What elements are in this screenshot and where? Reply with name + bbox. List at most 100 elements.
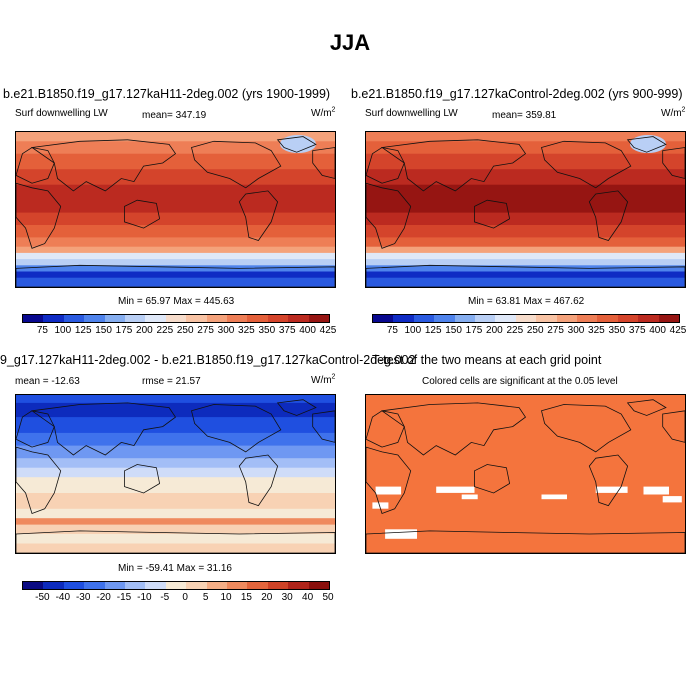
nonsignificant-cell xyxy=(385,529,417,539)
difference-field-band xyxy=(16,467,335,478)
difference-field-band xyxy=(16,402,335,418)
difference-colorbar-swatch xyxy=(206,582,228,589)
case-colorbar-swatch xyxy=(125,315,146,322)
control-field-band xyxy=(366,246,685,254)
difference-colorbar-swatch xyxy=(186,582,207,589)
difference-colorbar-labels: -50 -40 -30 -20 -15 -10 -5 0 5 10 15 20 30 40 50 xyxy=(22,592,333,604)
coastline xyxy=(366,530,685,553)
difference-minmax: Min = -59.41 Max = 31.16 xyxy=(118,563,232,574)
coastline xyxy=(30,139,177,192)
control-colorbar xyxy=(372,314,680,323)
case-field-band xyxy=(16,212,335,226)
difference-colorbar-tick-label: 5 xyxy=(202,592,209,603)
coastline xyxy=(238,190,279,241)
case-colorbar-tick-label: 75 xyxy=(36,325,48,336)
difference-field-band xyxy=(16,493,335,510)
difference-colorbar-swatch xyxy=(227,582,248,589)
difference-field-band xyxy=(16,395,335,404)
control-colorbar-swatch xyxy=(556,315,578,322)
case-colorbar-swatch xyxy=(23,315,44,322)
control-colorbar-swatch xyxy=(536,315,557,322)
difference-colorbar-tick-label: -10 xyxy=(137,592,152,603)
coastline xyxy=(626,399,667,416)
coastline xyxy=(312,147,335,179)
control-colorbar-tick-label: 325 xyxy=(588,325,605,336)
control-colorbar-swatch xyxy=(577,315,598,322)
significance-panel-title: T-test of the two means at each grid poi… xyxy=(372,353,602,367)
case-field-band xyxy=(16,153,335,170)
case-colorbar-tick-label: 125 xyxy=(74,325,92,336)
case-colorbar-swatch xyxy=(84,315,105,322)
difference-field-band xyxy=(16,445,335,459)
control-field-band xyxy=(366,271,685,279)
case-field-band xyxy=(16,259,335,266)
control-colorbar-tick-label: 400 xyxy=(649,325,666,336)
coastline xyxy=(626,136,667,153)
case-colorbar-tick-label: 275 xyxy=(197,325,214,336)
difference-field-band xyxy=(16,458,335,469)
case-mean-label: mean= 347.19 xyxy=(142,110,207,121)
case-colorbar-swatch xyxy=(43,315,64,322)
control-colorbar-swatch xyxy=(495,315,516,322)
control-colorbar-tick-label: 275 xyxy=(547,325,564,336)
nonsignificant-cell xyxy=(372,502,389,509)
control-colorbar-swatch xyxy=(393,315,414,322)
significance-subtitle: Colored cells are significant at the 0.0… xyxy=(422,376,618,387)
coastline xyxy=(380,139,527,192)
difference-field-band xyxy=(16,534,335,544)
coastline xyxy=(16,410,55,448)
figure-title: JJA xyxy=(329,30,371,55)
case-field-band xyxy=(16,141,335,155)
difference-field-band xyxy=(16,432,335,446)
difference-colorbar-swatch xyxy=(104,582,126,589)
difference-colorbar-tick-label: -15 xyxy=(116,592,132,603)
control-colorbar-tick-label: 150 xyxy=(445,325,462,336)
control-colorbar-tick-label: 225 xyxy=(506,325,524,336)
nonsignificant-cell xyxy=(595,486,628,493)
case-panel-title: b.e21.B1850.f19_g17.127kaH11-2deg.002 (y… xyxy=(3,87,331,101)
coastline xyxy=(662,147,685,179)
control-colorbar-swatch xyxy=(454,315,476,322)
case-colorbar-tick-label: 425 xyxy=(319,325,337,336)
difference-colorbar-tick-label: -40 xyxy=(55,592,71,603)
difference-field-band xyxy=(16,518,335,525)
case-colorbar-swatch xyxy=(247,315,268,322)
control-map-field xyxy=(366,132,685,287)
difference-map-field xyxy=(16,395,335,553)
coastline xyxy=(541,140,632,189)
case-colorbar-swatch xyxy=(165,315,187,322)
coastline xyxy=(366,147,405,184)
difference-colorbar-swatch xyxy=(125,582,146,589)
case-colorbar-swatch xyxy=(186,315,207,322)
difference-colorbar-swatch xyxy=(43,582,64,589)
difference-colorbar-swatch xyxy=(247,582,268,589)
control-colorbar-swatch xyxy=(373,315,394,322)
control-colorbar-swatch xyxy=(434,315,455,322)
coastline xyxy=(191,404,282,453)
case-colorbar-swatch xyxy=(104,315,126,322)
nonsignificant-cell xyxy=(436,486,475,493)
difference-field-band xyxy=(16,508,335,519)
case-colorbar-tick-label: 300 xyxy=(217,325,235,336)
case-colorbar-labels: 75 100 125 150 175 200 225 250 275 300 325 350 375 40… xyxy=(22,325,337,337)
significance-map xyxy=(365,394,686,554)
case-map-field xyxy=(16,132,335,287)
nonsignificant-cell xyxy=(541,494,567,500)
coastline xyxy=(238,454,279,507)
coastline xyxy=(588,454,629,507)
nonsignificant-cell xyxy=(643,486,669,495)
difference-colorbar-swatch xyxy=(165,582,187,589)
control-field-band xyxy=(366,153,685,170)
coastline xyxy=(276,399,317,416)
case-minmax: Min = 65.97 Max = 445.63 xyxy=(118,296,235,307)
control-colorbar-swatch xyxy=(413,315,435,322)
case-colorbar-swatch xyxy=(63,315,85,322)
coastline xyxy=(16,147,55,184)
control-colorbar-tick-label: 100 xyxy=(404,325,422,336)
significance-fill xyxy=(366,395,685,553)
coastline xyxy=(16,264,335,287)
case-colorbar-tick-label: 375 xyxy=(278,325,296,336)
difference-colorbar-tick-label: 50 xyxy=(322,592,334,603)
case-colorbar-tick-label: 325 xyxy=(238,325,255,336)
case-colorbar-tick-label: 200 xyxy=(136,325,153,336)
